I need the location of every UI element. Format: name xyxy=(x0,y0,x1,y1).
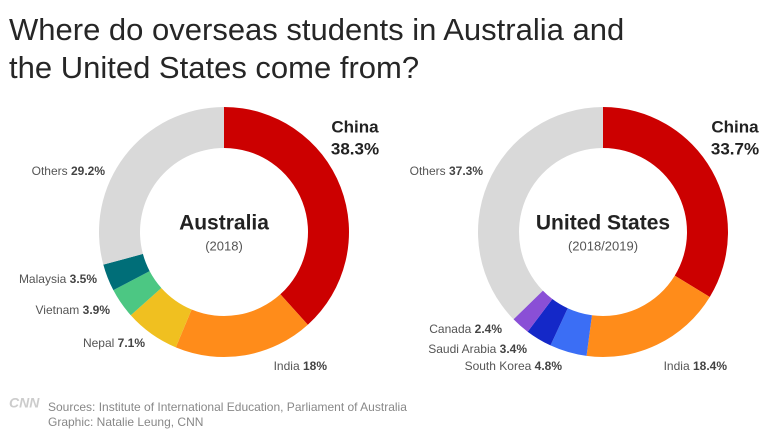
donut-slice xyxy=(130,287,192,348)
slice-name: Nepal xyxy=(83,336,114,350)
slice-name: China xyxy=(711,117,759,136)
slice-name: Malaysia xyxy=(19,272,67,286)
title: Where do overseas students in Australia … xyxy=(9,12,624,85)
slice-value: 18.4% xyxy=(693,359,727,373)
slice-name: Others xyxy=(410,164,446,178)
slice-label: Others 37.3% xyxy=(410,164,484,178)
chart-subtitle: (2018/2019) xyxy=(568,238,638,253)
donut-slice xyxy=(175,294,308,357)
slice-label: Saudi Arabia 3.4% xyxy=(428,342,527,356)
slice-value: 3.4% xyxy=(500,342,528,356)
slice-value: 37.3% xyxy=(449,164,483,178)
slice-value: 29.2% xyxy=(71,164,105,178)
donut-slice xyxy=(513,290,553,332)
credit: Graphic: Natalie Leung, CNN xyxy=(48,415,203,429)
slice-label: Nepal 7.1% xyxy=(83,336,145,350)
slice-value: 3.9% xyxy=(83,303,111,317)
slice-name: Saudi Arabia xyxy=(428,342,496,356)
slice-label: South Korea 4.8% xyxy=(465,359,563,373)
donut-slice xyxy=(103,253,150,291)
donut-slice xyxy=(527,299,568,346)
sources: Sources: Institute of International Educ… xyxy=(48,400,407,414)
slice-label: Others 29.2% xyxy=(32,164,106,178)
slice-value: 4.8% xyxy=(535,359,563,373)
chart-title: United States xyxy=(536,212,670,235)
slice-value: 18% xyxy=(303,359,327,373)
slice-value: 33.7% xyxy=(711,139,759,158)
donut-slice xyxy=(586,275,710,357)
donut-slice xyxy=(113,271,162,316)
donut-slice xyxy=(99,107,224,265)
slice-name: South Korea xyxy=(465,359,532,373)
slice-label: Canada 2.4% xyxy=(429,322,502,336)
slice-value: 7.1% xyxy=(118,336,146,350)
slice-name: Canada xyxy=(429,322,471,336)
slice-name: India xyxy=(274,359,300,373)
donut-slice xyxy=(603,107,728,297)
slice-label: Vietnam 3.9% xyxy=(35,303,110,317)
slice-value: 3.5% xyxy=(70,272,98,286)
donut-slice xyxy=(478,107,603,320)
slice-name: India xyxy=(664,359,690,373)
slice-label: Malaysia 3.5% xyxy=(19,272,97,286)
donut-slice xyxy=(550,308,592,356)
slice-name: Others xyxy=(32,164,68,178)
chart-title: Australia xyxy=(179,212,269,235)
slice-value: 2.4% xyxy=(475,322,503,336)
donut-slice xyxy=(224,107,349,325)
slice-value: 38.3% xyxy=(331,139,379,158)
logo: CNN xyxy=(9,395,40,411)
slice-label: India 18.4% xyxy=(664,359,728,373)
slice-name: Vietnam xyxy=(35,303,79,317)
chart-subtitle: (2018) xyxy=(205,238,243,253)
slice-label: India 18% xyxy=(274,359,328,373)
slice-name: China xyxy=(331,117,379,136)
